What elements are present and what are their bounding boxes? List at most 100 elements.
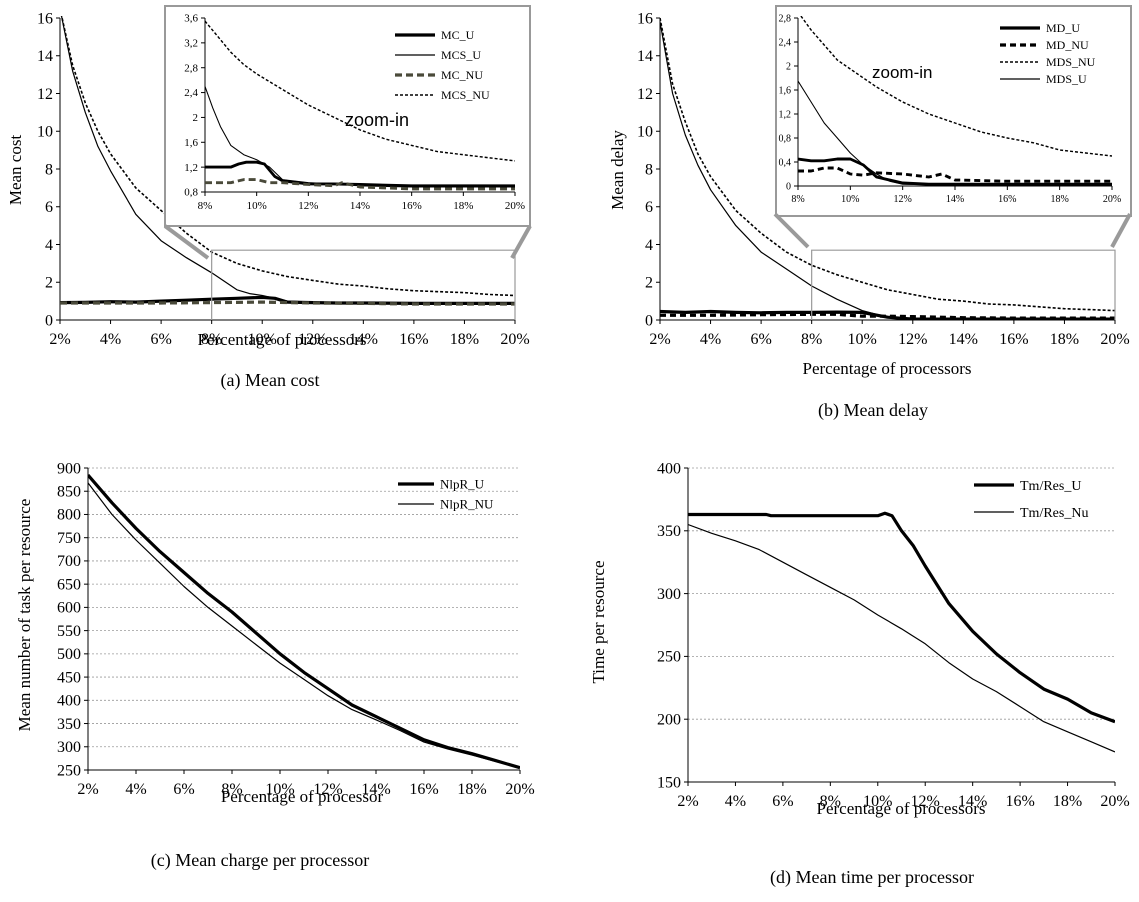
series-line-md-u [798,157,1112,186]
y-tick-label: 10 [37,124,53,141]
series-line-mc-nu [60,300,515,306]
x-tick-label: 2% [49,331,70,348]
x-tick-label: 2% [677,793,698,810]
x-tick-label: 6% [173,781,194,798]
x-tick-label: 8% [791,194,804,205]
x-tick-label: 12% [298,200,318,212]
y-tick-label: 0 [645,312,653,329]
y-tick-label: 16 [637,10,653,27]
y-tick-label: 2,4 [184,87,198,99]
legend-label-tm-res-nu: Tm/Res_Nu [1020,506,1088,521]
legend-label-mds-u: MDS_U [1046,72,1087,86]
y-tick-label: 1,6 [779,85,792,96]
y-tick-label: 2 [193,112,199,124]
y-tick-label: 0 [45,312,53,329]
y-tick-label: 4 [45,237,53,254]
series-line-md-nu [660,312,1115,320]
chart-a-mean-cost: 0 2 4 6 8 10 12 14 16 2% 4% 6% 8% 10% 12% 14% 16% 18% 20% 0… [6,5,532,391]
y-tick-label: 3,2 [184,37,198,49]
y-tick-label: 750 [57,530,81,547]
x-tick-label: 12% [911,793,940,810]
x-tick-label: 8% [801,331,822,348]
x-tick-label: 14% [350,200,370,212]
y-tick-label: 550 [57,623,81,640]
x-tick-label: 18% [457,781,486,798]
chart-b-mean-delay: 0 2 4 6 8 10 12 14 16 2% 4% 6% 8% 10% 12% 14% 16% 18% 20% 0… [608,5,1132,421]
caption: (c) Mean charge per processor [151,850,370,871]
series-line-md-u [660,309,1115,320]
x-tick-label: 12% [313,781,342,798]
legend-label-mcs-nu: MCS_NU [441,88,490,102]
x-axis-label: Percentage of processors [198,330,367,349]
y-tick-label: 450 [57,669,81,686]
x-tick-label: 2% [649,331,670,348]
y-tick-label: 6 [45,199,53,216]
x-tick-label: 18% [1050,194,1068,205]
x-tick-label: 16% [409,781,438,798]
x-tick-label: 10% [247,200,267,212]
series-line-mds-nu [660,17,1115,312]
x-tick-label: 20% [505,200,525,212]
y-axis-label: Time per resource [589,560,608,683]
inset-frame [775,5,1132,217]
y-tick-label: 700 [57,553,81,570]
x-tick-label: 6% [772,793,793,810]
y-tick-label: 1,2 [779,109,792,120]
caption: (b) Mean delay [818,400,928,421]
y-tick-label: 2,4 [779,37,792,48]
y-tick-label: 800 [57,507,81,524]
legend-label-nlpr-u: NlpR_U [440,477,485,492]
x-tick-label: 10% [848,331,877,348]
y-tick-label: 3,6 [184,13,198,25]
chart-c-mean-charge: 250 300 350 400 450 500 550 600 650 700 750 800 850 9… [15,460,535,871]
zoom-connector-right [510,225,532,259]
y-axis-label: Mean number of task per resource [15,499,34,732]
y-tick-label: 10 [637,124,653,141]
x-tick-label: 4% [100,331,121,348]
legend-label-md-u: MD_U [1046,21,1080,35]
legend-label-mcs-u: MCS_U [441,48,481,62]
x-tick-label: 18% [1050,331,1079,348]
y-tick-label: 2 [645,275,653,292]
caption: (d) Mean time per processor [770,867,974,888]
x-tick-label: 20% [1100,331,1129,348]
x-tick-label: 18% [1053,793,1082,810]
x-tick-label: 4% [700,331,721,348]
x-tick-label: 8% [820,793,841,810]
x-tick-label: 10% [248,331,277,348]
x-tick-label: 2% [77,781,98,798]
x-tick-label: 20% [500,331,529,348]
x-tick-label: 20% [1103,194,1121,205]
y-tick-label: 14 [37,48,53,65]
inset-zoom-label: zoom-in [345,110,409,130]
y-tick-label: 2 [786,61,791,72]
x-tick-label: 20% [1100,793,1129,810]
y-tick-label: 4 [645,237,653,254]
y-tick-label: 600 [57,600,81,617]
y-tick-label: 1,6 [184,137,198,149]
y-tick-label: 250 [57,762,81,779]
zoom-region [211,249,516,320]
zoom-connector-right [1110,213,1132,248]
y-tick-label: 16 [37,10,53,27]
legend-label-mc-u: MC_U [441,28,475,42]
x-axis-label: Percentage of processors [817,799,986,818]
y-tick-label: 650 [57,576,81,593]
legend-label-nlpr-nu: NlpR_NU [440,497,494,512]
y-axis-label: Mean delay [608,130,627,210]
legend-label-mds-nu: MDS_NU [1046,55,1096,69]
y-tick-label: 0,4 [779,157,792,168]
y-tick-label: 0,8 [779,133,792,144]
x-tick-label: 12% [893,194,911,205]
y-tick-label: 500 [57,646,81,663]
x-tick-label: 18% [450,331,479,348]
x-tick-label: 16% [1005,793,1034,810]
y-tick-label: 400 [57,693,81,710]
y-tick-label: 0,8 [184,187,198,199]
series-line-mds-u [798,80,1112,186]
series-line-mc-nu [205,178,515,191]
y-tick-label: 2,8 [184,62,198,74]
y-tick-label: 12 [637,86,653,103]
